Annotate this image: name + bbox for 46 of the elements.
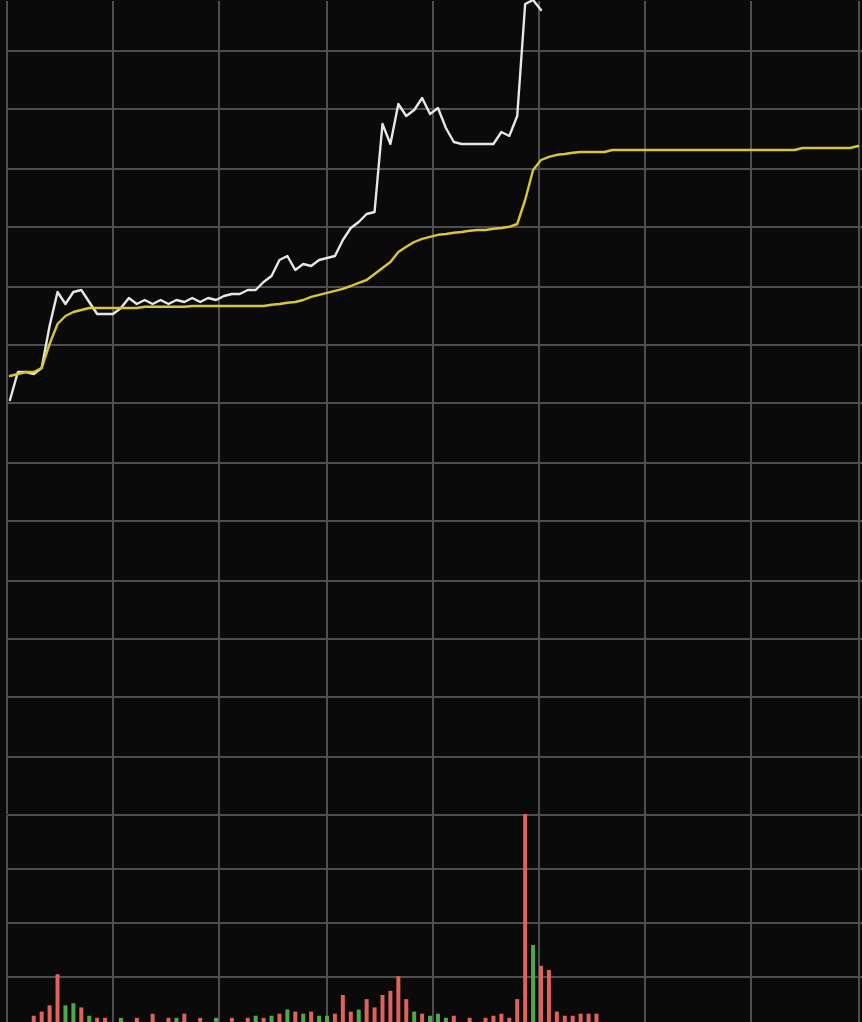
bar	[332, 1013, 337, 1022]
bar	[435, 1013, 440, 1022]
bar	[277, 1013, 282, 1022]
bar	[293, 1011, 298, 1022]
bar	[404, 999, 409, 1022]
bar	[388, 990, 393, 1022]
bar	[412, 1011, 417, 1022]
bar	[539, 965, 543, 1022]
bar	[491, 1015, 496, 1022]
bar	[554, 1011, 559, 1022]
bar	[515, 999, 520, 1022]
bar	[309, 1011, 314, 1022]
bar	[428, 1015, 433, 1022]
bar	[364, 999, 369, 1022]
bar	[396, 976, 401, 1022]
bar	[562, 1015, 567, 1022]
bar	[348, 1011, 353, 1022]
bar	[531, 945, 536, 1022]
bar	[594, 1013, 599, 1022]
bar	[317, 1015, 322, 1022]
bar	[269, 1015, 274, 1022]
bar	[71, 1003, 76, 1022]
bar	[301, 1013, 306, 1022]
bar	[570, 1015, 575, 1022]
bar	[182, 1013, 187, 1022]
bar	[285, 1009, 290, 1022]
bar	[47, 1005, 52, 1022]
bar	[55, 974, 60, 1022]
bar	[253, 1015, 258, 1022]
bar	[356, 1009, 361, 1022]
bar	[578, 1013, 583, 1022]
bar	[380, 994, 385, 1022]
bar	[586, 1013, 591, 1022]
bar	[546, 970, 551, 1022]
bar	[79, 1007, 84, 1022]
bar	[420, 1013, 425, 1022]
bar	[39, 1011, 44, 1022]
bar	[499, 1013, 504, 1022]
bar	[87, 1015, 92, 1022]
bar	[31, 1015, 36, 1022]
bar	[63, 1005, 68, 1022]
bar	[523, 814, 528, 1022]
bar	[340, 994, 345, 1022]
bar	[150, 1013, 155, 1022]
bar	[451, 1015, 456, 1022]
bar	[325, 1015, 329, 1022]
